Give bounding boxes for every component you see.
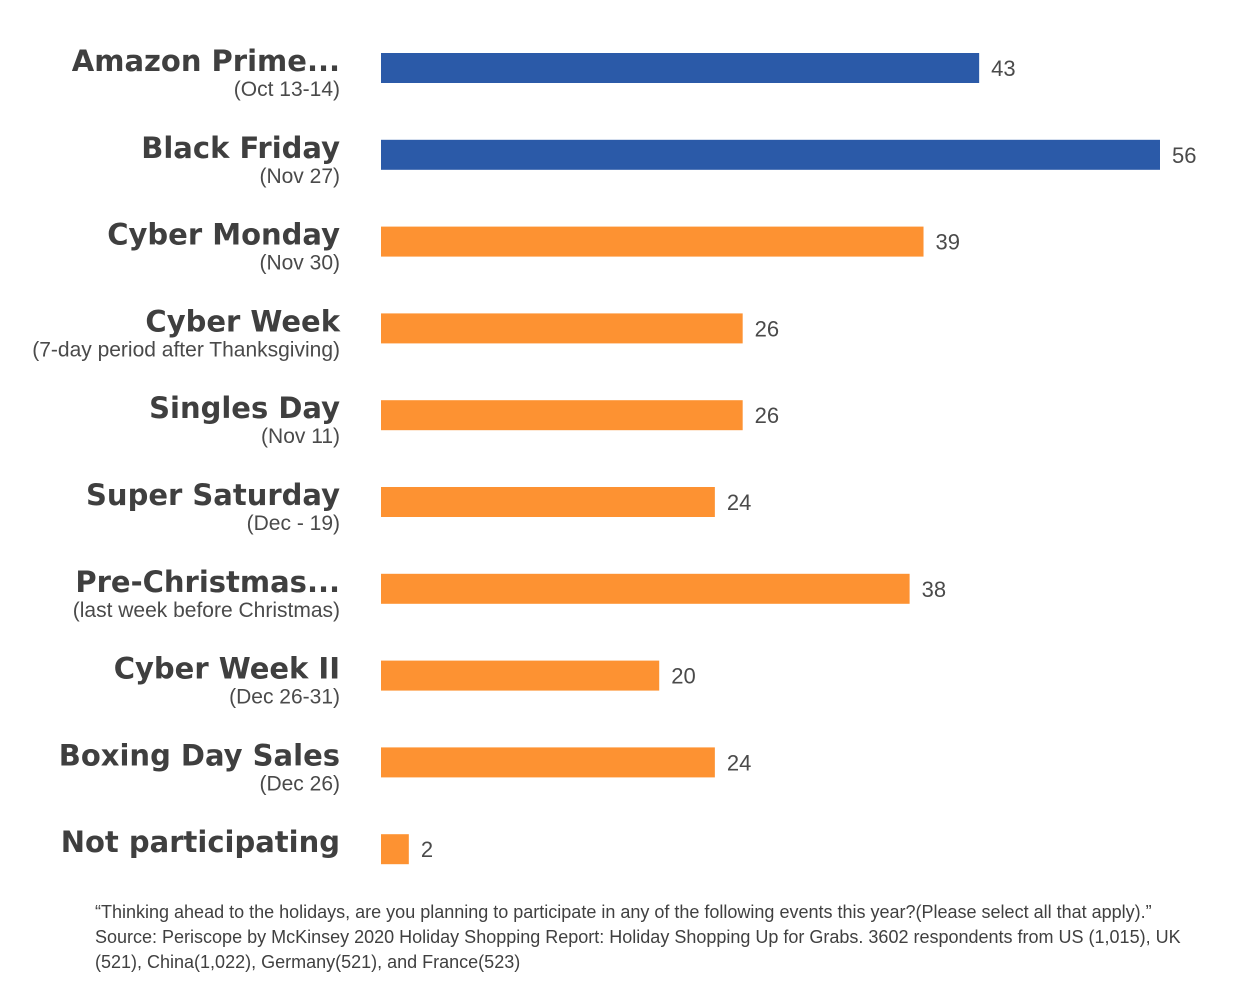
category-label-4: Singles Day <box>149 391 340 425</box>
data-label-2: 39 <box>936 230 960 255</box>
category-label-0: Amazon Prime... <box>72 44 340 78</box>
data-label-7: 20 <box>671 664 695 689</box>
bar-chart: 43 Amazon Prime...(Oct 13-14) 56 Black Frid… <box>32 44 1196 865</box>
category-label-1: Black Friday <box>141 131 340 165</box>
category-sublabel-6: (last week before Christmas) <box>73 599 340 622</box>
category-sublabel-3: (7-day period after Thanksgiving) <box>32 338 340 361</box>
category-sublabel-4: (Nov 11) <box>261 425 340 448</box>
bar-3 <box>381 313 743 344</box>
category-sublabel-1: (Nov 27) <box>259 165 340 188</box>
bar-6 <box>381 573 910 604</box>
data-label-0: 43 <box>991 56 1015 81</box>
category-sublabel-8: (Dec 26) <box>259 772 340 795</box>
data-label-1: 56 <box>1172 143 1196 168</box>
data-label-9: 2 <box>421 837 433 862</box>
category-sublabel-7: (Dec 26-31) <box>229 686 340 709</box>
category-label-3: Cyber Week <box>145 304 340 338</box>
category-label-8: Boxing Day Sales <box>59 738 340 772</box>
category-label-7: Cyber Week II <box>114 652 340 686</box>
data-label-3: 26 <box>755 316 779 341</box>
data-label-6: 38 <box>922 577 946 602</box>
category-label-6: Pre-Christmas... <box>75 565 340 599</box>
data-label-4: 26 <box>755 403 779 428</box>
category-label-5: Super Saturday <box>86 478 340 512</box>
data-label-5: 24 <box>727 490 751 515</box>
category-sublabel-2: (Nov 30) <box>259 252 340 275</box>
category-sublabel-5: (Dec - 19) <box>247 512 340 535</box>
bar-9 <box>381 834 409 865</box>
bar-1 <box>381 139 1160 170</box>
bar-2 <box>381 226 924 257</box>
data-label-8: 24 <box>727 750 751 775</box>
category-label-2: Cyber Monday <box>107 218 340 252</box>
bar-8 <box>381 747 715 778</box>
bar-5 <box>381 487 715 517</box>
category-label-9: Not participating <box>61 825 340 859</box>
bar-0 <box>381 53 980 83</box>
footnote: “Thinking ahead to the holidays, are you… <box>95 900 1225 975</box>
source-note: Source: Periscope by McKinsey 2020 Holid… <box>95 927 1181 972</box>
bar-4 <box>381 400 743 431</box>
category-sublabel-0: (Oct 13-14) <box>234 78 340 101</box>
survey-question: “Thinking ahead to the holidays, are you… <box>95 902 1152 922</box>
bar-7 <box>381 660 660 691</box>
